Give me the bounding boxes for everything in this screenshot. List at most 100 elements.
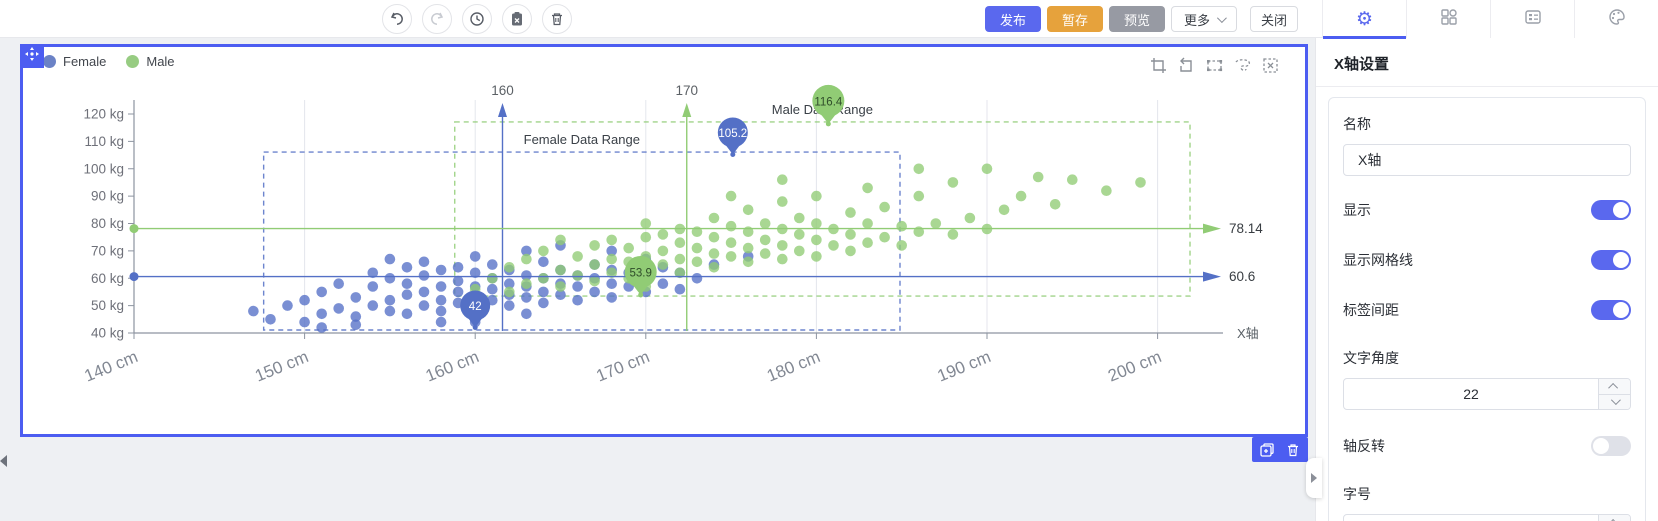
undo-button[interactable] (382, 4, 412, 34)
text-angle-decrement-button[interactable] (1599, 394, 1630, 409)
svg-text:160: 160 (491, 83, 514, 98)
chevron-up-icon (1608, 382, 1619, 393)
legend-item-female[interactable]: Female (43, 54, 106, 69)
svg-text:160 cm: 160 cm (423, 347, 482, 386)
preview-button[interactable]: 预览 (1109, 6, 1165, 32)
svg-text:Female Data Range: Female Data Range (524, 132, 640, 147)
female-legend-label: Female (63, 54, 107, 69)
right-panel-collapse-handle[interactable] (1306, 458, 1322, 498)
axis-name-input[interactable] (1343, 144, 1631, 176)
widget-action-bar (1252, 437, 1308, 462)
form-list-icon (1524, 8, 1542, 31)
svg-text:60 kg: 60 kg (91, 271, 124, 286)
show-toggle[interactable] (1591, 200, 1631, 220)
chart-legend: Female Male (43, 54, 175, 69)
svg-text:170: 170 (675, 83, 698, 98)
gridlines-toggle[interactable] (1591, 250, 1631, 270)
delete-widget-button[interactable] (1286, 443, 1300, 457)
label-gap-field-label: 标签间距 (1343, 302, 1399, 318)
close-button[interactable]: 关闭 (1250, 6, 1298, 32)
scatter-chart-widget[interactable]: 140 cm 150 cm 160 cm 170 cm 180 cm 190 cm 200 … (20, 44, 1308, 462)
gridlines-field-label: 显示网格线 (1343, 252, 1413, 268)
text-angle-stepper (1343, 378, 1631, 410)
svg-text:78.14: 78.14 (1229, 221, 1263, 236)
svg-text:100 kg: 100 kg (83, 161, 124, 176)
delete-button[interactable] (542, 4, 572, 34)
svg-text:190 cm: 190 cm (935, 347, 994, 386)
svg-text:170 cm: 170 cm (593, 347, 652, 386)
clear-selection-icon[interactable] (1262, 57, 1279, 74)
svg-text:105.2: 105.2 (718, 128, 747, 140)
svg-text:50 kg: 50 kg (91, 298, 124, 313)
font-size-field-label: 字号 (1343, 486, 1371, 502)
selection-tools (1150, 57, 1279, 74)
top-toolbar: 发布 暂存 预览 更多 关闭 ⚙ (0, 0, 1658, 39)
reverse-toggle[interactable] (1591, 436, 1631, 456)
palette-icon (1608, 8, 1626, 31)
trash-icon (549, 11, 565, 27)
publish-button[interactable]: 发布 (985, 6, 1041, 32)
svg-text:80 kg: 80 kg (91, 216, 124, 231)
scatter-chart: 140 cm 150 cm 160 cm 170 cm 180 cm 190 cm 200 … (82, 83, 1264, 386)
history-button[interactable] (462, 4, 492, 34)
legend-item-male[interactable]: Male (126, 54, 175, 69)
move-handle[interactable] (20, 44, 44, 68)
male-legend-label: Male (146, 54, 175, 69)
label-gap-toggle[interactable] (1591, 300, 1631, 320)
female-legend-dot (43, 55, 56, 68)
reset-selection-icon[interactable] (1178, 57, 1195, 74)
svg-text:53.9: 53.9 (629, 267, 651, 279)
panel-title: X轴设置 (1316, 38, 1658, 87)
svg-text:120 kg: 120 kg (83, 107, 124, 122)
tab-components[interactable] (1407, 0, 1491, 38)
tab-theme[interactable] (1575, 0, 1658, 38)
copy-widget-button[interactable] (1260, 442, 1274, 457)
right-panel-tabs: ⚙ (1322, 0, 1658, 39)
redo-button[interactable] (422, 4, 452, 34)
svg-text:110 kg: 110 kg (84, 134, 124, 149)
text-angle-field-label: 文字角度 (1343, 350, 1399, 366)
font-size-input[interactable] (1344, 515, 1630, 521)
collapse-left-icon (0, 455, 7, 467)
clipboard-icon (509, 11, 525, 27)
settings-card: 名称 显示 显示网格线 标签间距 文字角度 轴反转 字号 (1328, 97, 1646, 521)
gear-icon: ⚙ (1355, 8, 1374, 30)
x-axis-settings-panel: X轴设置 名称 显示 显示网格线 标签间距 文字角度 轴反转 字 (1315, 38, 1658, 521)
chevron-down-icon (1610, 395, 1621, 406)
more-button-label: 更多 (1183, 12, 1210, 28)
svg-text:40 kg: 40 kg (91, 326, 124, 341)
save-draft-button[interactable]: 暂存 (1047, 6, 1103, 32)
design-canvas[interactable]: 140 cm 150 cm 160 cm 170 cm 180 cm 190 cm 200 … (0, 38, 1315, 521)
male-legend-dot (126, 55, 140, 68)
svg-text:90 kg: 90 kg (91, 189, 124, 204)
show-field-label: 显示 (1343, 202, 1371, 218)
tab-settings[interactable]: ⚙ (1323, 0, 1407, 39)
undo-icon (389, 11, 405, 27)
lasso-select-icon[interactable] (1234, 57, 1251, 74)
more-button[interactable]: 更多 (1171, 6, 1237, 32)
svg-text:60.6: 60.6 (1229, 269, 1255, 284)
svg-text:42: 42 (469, 301, 482, 313)
font-size-stepper (1343, 514, 1631, 521)
reverse-field-label: 轴反转 (1343, 438, 1385, 454)
font-size-increment-button[interactable] (1599, 515, 1630, 521)
marquee-select-icon[interactable] (1206, 57, 1223, 74)
redo-icon (429, 11, 445, 27)
components-grid-icon (1440, 8, 1458, 31)
svg-text:70 kg: 70 kg (91, 243, 124, 258)
crop-icon[interactable] (1150, 57, 1167, 74)
clipboard-button[interactable] (502, 4, 532, 34)
svg-text:140 cm: 140 cm (82, 347, 141, 386)
text-angle-increment-button[interactable] (1599, 379, 1630, 395)
chevron-down-icon (1216, 12, 1227, 23)
svg-text:116.4: 116.4 (814, 96, 843, 108)
svg-text:180 cm: 180 cm (764, 347, 823, 386)
history-icon (469, 11, 485, 27)
svg-text:150 cm: 150 cm (252, 347, 311, 386)
text-angle-input[interactable] (1344, 379, 1630, 409)
left-panel-collapse-handle[interactable] (0, 450, 10, 472)
collapse-right-icon (1311, 473, 1317, 483)
svg-text:X轴: X轴 (1237, 326, 1259, 341)
tab-form[interactable] (1491, 0, 1575, 38)
move-icon (24, 46, 40, 67)
